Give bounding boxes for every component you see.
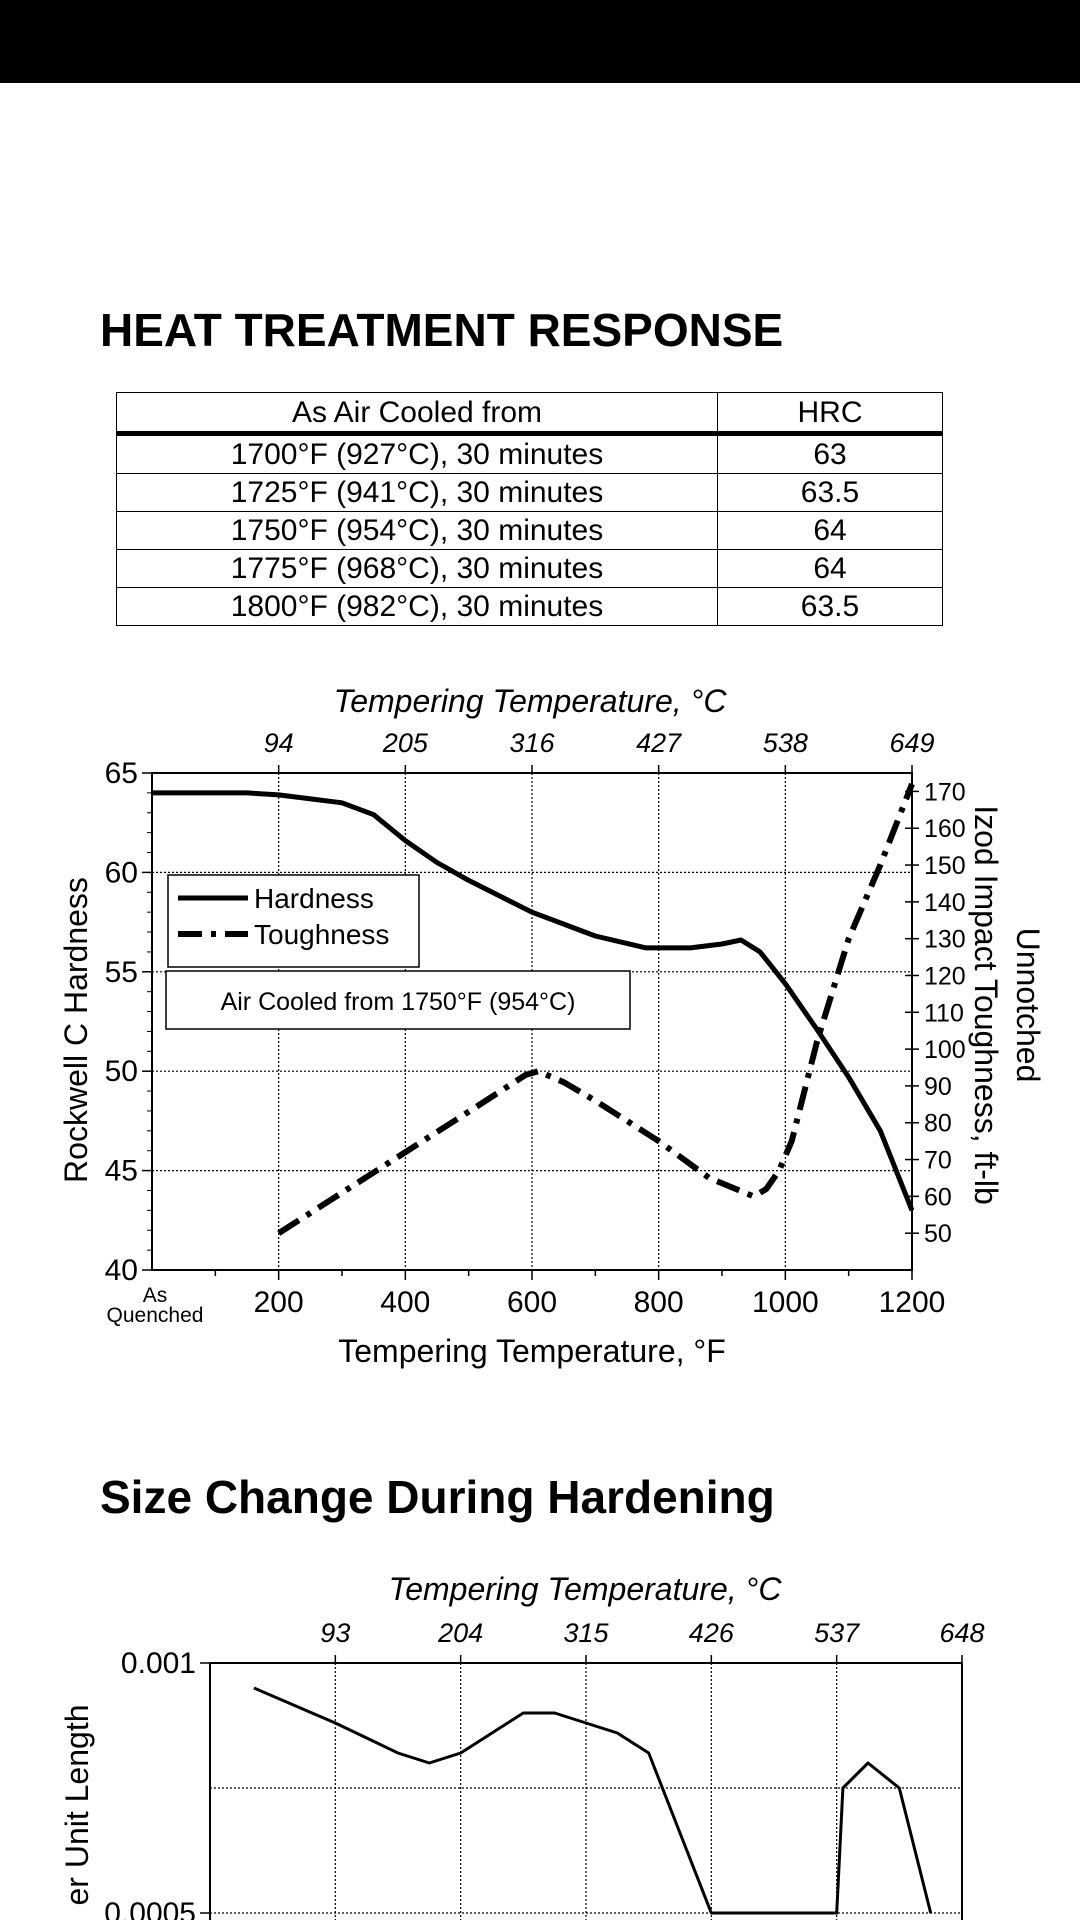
table-cell-hrc: 64 (717, 511, 943, 550)
chart2-top-tick-label: 93 (320, 1618, 350, 1648)
chart2-tick-labels: 93 204 315 426 537 648 0.001 0.0005 (104, 1618, 984, 1920)
top-axis-label: Tempering Temperature, °C (334, 683, 728, 719)
chart2-top-tick-label: 204 (437, 1618, 483, 1648)
size-change-line (253, 1686, 933, 1915)
x-tick-label-quenched: Quenched (107, 1304, 204, 1327)
annotation-text: Air Cooled from 1750°F (954°C) (221, 988, 576, 1016)
x-axis-label: Tempering Temperature, °F (338, 1333, 725, 1369)
chart2-plot-frame (209, 1662, 963, 1920)
y-tick-label: 40 (105, 1254, 138, 1287)
table-cell-condition: 1750°F (954°C), 30 minutes (116, 511, 718, 550)
x-tick-label: 400 (380, 1286, 430, 1319)
chart1-legend: Hardness Toughness (167, 874, 420, 968)
top-tick-label: 538 (763, 728, 808, 758)
y2-tick-label: 120 (924, 962, 966, 990)
chart2-y-axis-label: er Unit Length (59, 1704, 95, 1905)
y2-tick-label: 130 (924, 926, 966, 954)
top-tick-label: 427 (636, 728, 682, 758)
size-change-chart: 93 204 315 426 537 648 0.001 0.0005 Tempering T… (59, 1571, 985, 1920)
top-tick-label: 316 (509, 728, 555, 758)
chart2-grid (210, 1663, 962, 1920)
legend-hardness-label: Hardness (254, 883, 374, 914)
chart2-y-tick-label: 0.0005 (104, 1897, 196, 1920)
top-tick-label: 649 (889, 728, 934, 758)
section-title-heat-treatment: HEAT TREATMENT RESPONSE (100, 304, 784, 356)
y2-tick-label: 150 (924, 852, 966, 880)
table-row: 1725°F (941°C), 30 minutes 63.5 (116, 473, 943, 512)
x-tick-label: 1200 (879, 1286, 946, 1319)
x-tick-label: 200 (254, 1286, 304, 1319)
top-tick-label: 205 (382, 728, 429, 758)
y2-tick-label: 170 (924, 778, 966, 806)
table-header-hrc: HRC (717, 392, 943, 436)
annotation-box (165, 970, 631, 1030)
chart2-ticks (200, 1655, 963, 1914)
y-tick-label: 55 (105, 956, 138, 989)
chart2-top-tick-label: 648 (939, 1618, 984, 1648)
x-tick-label: 1000 (752, 1286, 819, 1319)
table-header-condition: As Air Cooled from (116, 392, 718, 436)
y2-tick-label: 110 (924, 999, 964, 1027)
y2-tick-label: 90 (924, 1073, 952, 1101)
top-tick-label: 94 (264, 728, 294, 758)
y2-tick-label: 80 (924, 1110, 952, 1138)
y2-tick-label: 100 (924, 1036, 966, 1064)
table-cell-condition: 1700°F (927°C), 30 minutes (116, 433, 718, 474)
table-cell-condition: 1775°F (968°C), 30 minutes (116, 549, 718, 588)
y2-axis-label-line2: Izod Impact Toughness, ft-lb (968, 805, 1004, 1205)
chart1-annotation: Air Cooled from 1750°F (954°C) (165, 970, 631, 1030)
x-tick-label: 600 (507, 1286, 557, 1319)
y-tick-label: 45 (105, 1155, 138, 1188)
y2-tick-label: 70 (924, 1147, 952, 1175)
table-row: 1700°F (927°C), 30 minutes 63 (116, 433, 943, 474)
y-axis-label: Rockwell C Hardness (58, 877, 94, 1183)
table-cell-hrc: 63 (717, 433, 943, 474)
y2-axis-label-line1: Unnotched (1010, 928, 1046, 1083)
table-row: 1800°F (982°C), 30 minutes 63.5 (116, 587, 943, 626)
chart2-top-tick-label: 537 (814, 1618, 860, 1648)
y2-tick-label: 60 (924, 1183, 952, 1211)
x-tick-label-as: As (143, 1284, 168, 1307)
y2-tick-label: 50 (924, 1220, 952, 1248)
y2-tick-label: 140 (924, 889, 966, 917)
table-cell-condition: 1800°F (982°C), 30 minutes (116, 587, 718, 626)
table-cell-hrc: 64 (717, 549, 943, 588)
top-black-bar (0, 0, 1080, 83)
y-tick-label: 50 (105, 1055, 138, 1088)
chart2-top-tick-label: 315 (563, 1618, 609, 1648)
x-tick-label: 800 (634, 1286, 684, 1319)
y-tick-label: 60 (105, 856, 138, 889)
chart2-top-axis-label: Tempering Temperature, °C (389, 1571, 783, 1607)
table-cell-condition: 1725°F (941°C), 30 minutes (116, 473, 718, 512)
y2-tick-label: 160 (924, 815, 966, 843)
legend-box (167, 874, 420, 968)
chart2-top-tick-label: 426 (689, 1618, 735, 1648)
table-row: 1750°F (954°C), 30 minutes 64 (116, 511, 943, 550)
hrc-table: As Air Cooled from HRC 1700°F (927°C), 3… (116, 392, 943, 626)
hardness-line (152, 790, 915, 1212)
table-row: 1775°F (968°C), 30 minutes 64 (116, 549, 943, 588)
section-title-size-change: Size Change During Hardening (100, 1471, 775, 1523)
chart1-plot-frame (151, 772, 913, 1271)
toughness-line (277, 782, 915, 1236)
table-header-row: As Air Cooled from HRC (116, 392, 943, 436)
y-tick-label: 65 (105, 757, 138, 790)
legend-toughness-label: Toughness (254, 919, 389, 950)
chart2-y-tick-label: 0.001 (121, 1647, 196, 1680)
table-cell-hrc: 63.5 (717, 473, 943, 512)
table-cell-hrc: 63.5 (717, 587, 943, 626)
